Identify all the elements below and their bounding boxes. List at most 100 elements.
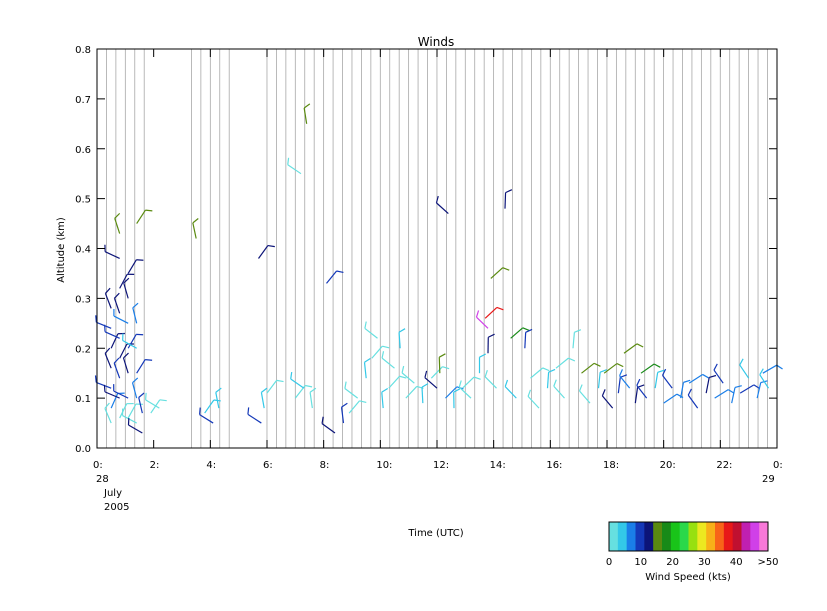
wind-barb — [663, 393, 684, 404]
wind-barb — [553, 379, 565, 399]
y-tick-label: 0.3 — [75, 294, 91, 305]
wind-barb — [103, 384, 120, 399]
wind-barb — [398, 328, 406, 349]
wind-barb — [462, 376, 481, 389]
wind-barb — [435, 195, 449, 215]
y-tick-label: 0.7 — [75, 95, 91, 106]
x-tick-label: 16: — [546, 460, 562, 471]
wind-barb — [619, 369, 631, 389]
wind-barb — [94, 375, 112, 389]
colorbar-cell — [679, 522, 689, 551]
wind-barb — [266, 379, 284, 394]
wind-barb — [127, 403, 143, 419]
wind-barb — [136, 209, 153, 224]
wind-barb — [688, 373, 709, 384]
wind-barb — [524, 328, 533, 349]
wind-barb — [123, 277, 130, 299]
wind-barb — [475, 310, 489, 329]
wind-barb — [138, 392, 145, 414]
wind-barb — [363, 357, 371, 379]
wind-barb — [119, 273, 135, 289]
y-tick-label: 0.2 — [75, 344, 91, 355]
wind-barb — [739, 384, 761, 394]
wind-barb — [504, 379, 517, 399]
wind-barb — [381, 387, 389, 409]
wind-barb — [104, 347, 112, 369]
colorbar-frame — [608, 521, 769, 552]
y-tick-label: 0.6 — [75, 145, 91, 156]
wind-barb — [136, 359, 153, 374]
wind-barb — [340, 402, 348, 424]
wind-barb — [104, 244, 120, 260]
wind-barb — [623, 343, 644, 354]
wind-barb — [113, 309, 129, 324]
wind-barb — [381, 351, 395, 369]
x-tick-label: 18: — [603, 460, 619, 471]
wind-barb — [438, 353, 446, 374]
wind-barb — [215, 387, 222, 409]
wind-barb — [258, 244, 275, 259]
wind-barb — [636, 378, 648, 399]
colorbar-tick-label: 10 — [634, 557, 647, 568]
wind-barb — [601, 389, 614, 409]
wind-barb — [731, 385, 742, 404]
chart-title: Winds — [418, 35, 454, 49]
colorbar-tick-label: 0 — [606, 557, 612, 568]
wind-barb — [458, 380, 472, 399]
colorbar-cell — [732, 522, 742, 551]
y-tick-label: 0.5 — [75, 195, 91, 206]
wind-barb — [680, 379, 691, 399]
date-start-year: 2005 — [104, 502, 129, 513]
wind-barb — [127, 259, 144, 274]
wind-barb — [739, 358, 750, 379]
colorbar-cell — [706, 522, 716, 551]
wind-barb — [640, 363, 661, 374]
wind-barb — [555, 357, 576, 369]
date-start-day: 28 — [96, 474, 109, 485]
x-tick-label: 12: — [433, 460, 449, 471]
wind-barb — [344, 381, 359, 399]
colorbar-tick-label: >50 — [757, 557, 778, 568]
wind-barb — [762, 364, 783, 374]
wind-barb — [490, 267, 510, 279]
wind-barb — [132, 302, 139, 324]
colorbar-cell — [688, 522, 698, 551]
x-tick-label: 22: — [716, 460, 732, 471]
wind-barb — [131, 377, 139, 399]
wind-barb — [321, 416, 336, 434]
wind-barb — [484, 369, 497, 389]
colorbar-cell — [723, 522, 734, 551]
colorbar-cell — [715, 522, 725, 551]
colorbar-cell — [653, 522, 663, 551]
wind-barb — [260, 387, 268, 409]
wind-barb — [127, 418, 143, 434]
colorbar-cell — [644, 522, 654, 551]
wind-barb — [603, 363, 624, 374]
wind-barb — [634, 384, 645, 404]
wind-barb — [104, 324, 120, 339]
wind-barb — [122, 333, 137, 349]
wind-barb — [364, 321, 378, 339]
wind-barb — [145, 392, 160, 409]
wind-barb — [95, 315, 112, 329]
wind-barb — [705, 374, 717, 394]
y-tick-label: 0.0 — [75, 444, 91, 455]
wind-barb — [759, 368, 770, 389]
colorbar-cell — [609, 522, 619, 551]
wind-barb — [572, 329, 582, 349]
wind-barb — [127, 333, 144, 349]
colorbar-cell — [750, 522, 760, 551]
x-tick-label: 14: — [490, 460, 506, 471]
wind-barb — [510, 327, 530, 339]
wind-barb — [578, 384, 591, 404]
y-tick-label: 0.4 — [75, 245, 91, 256]
y-axis-label: Altitude (km) — [56, 217, 67, 283]
wind-barb — [478, 353, 487, 374]
wind-barb — [113, 384, 129, 399]
wind-barb — [113, 357, 121, 379]
wind-barb — [654, 369, 665, 389]
x-tick-label: 0: — [773, 460, 783, 471]
wind-barb — [287, 157, 302, 175]
x-tick-label: 4: — [206, 460, 216, 471]
